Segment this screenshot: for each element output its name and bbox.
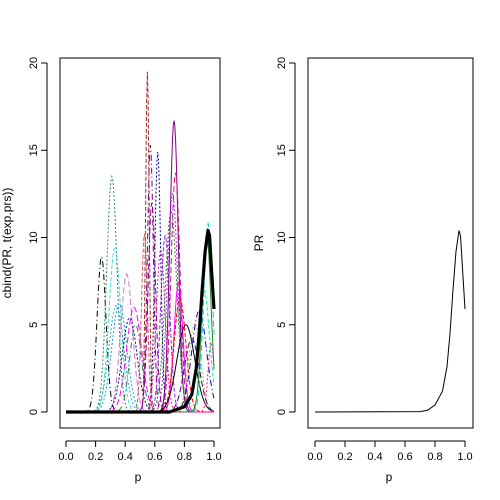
x-tick-label: 0.2 bbox=[337, 451, 352, 463]
series-line bbox=[66, 71, 214, 413]
series-line bbox=[66, 221, 215, 413]
series-line bbox=[66, 210, 214, 413]
right-y-label: PR bbox=[252, 234, 266, 251]
x-tick-label: 0.0 bbox=[307, 451, 322, 463]
x-tick-label: 0.6 bbox=[397, 451, 412, 463]
x-tick-label: 0.8 bbox=[177, 451, 192, 463]
left-curves bbox=[66, 71, 216, 414]
right-curves bbox=[314, 230, 466, 413]
right-y-axis: 0 5 10 15 20 bbox=[276, 57, 296, 415]
y-tick-label: 0 bbox=[276, 409, 288, 415]
series-line bbox=[314, 230, 466, 413]
series-line bbox=[66, 144, 214, 413]
series-line bbox=[66, 151, 214, 413]
right-panel: 0.0 0.2 0.4 0.6 0.8 1.0 0 5 10 15 20 p PR bbox=[252, 57, 474, 484]
x-tick-label: 1.0 bbox=[457, 451, 472, 463]
x-tick-label: 0.0 bbox=[58, 451, 73, 463]
x-tick-label: 0.2 bbox=[88, 451, 103, 463]
left-y-label: cbind(PR, t(exp.prs)) bbox=[0, 188, 14, 299]
y-tick-label: 15 bbox=[28, 144, 40, 156]
x-tick-label: 0.8 bbox=[427, 451, 442, 463]
x-tick-label: 0.4 bbox=[118, 451, 133, 463]
y-tick-label: 5 bbox=[28, 322, 40, 328]
right-x-label: p bbox=[386, 470, 393, 484]
y-tick-label: 15 bbox=[276, 144, 288, 156]
right-x-axis: 0.0 0.2 0.4 0.6 0.8 1.0 bbox=[307, 440, 473, 463]
y-tick-label: 10 bbox=[28, 231, 40, 243]
left-panel: 0.0 0.2 0.4 0.6 0.8 1.0 0 5 10 15 20 p cbind(PR, … bbox=[0, 57, 222, 484]
x-tick-label: 1.0 bbox=[206, 451, 221, 463]
series-line bbox=[66, 120, 214, 413]
y-tick-label: 5 bbox=[276, 322, 288, 328]
series-line bbox=[66, 174, 214, 413]
y-tick-label: 10 bbox=[276, 231, 288, 243]
left-y-axis: 0 5 10 15 20 bbox=[28, 57, 48, 415]
y-tick-label: 20 bbox=[28, 57, 40, 69]
bold-series-line bbox=[66, 228, 216, 414]
y-tick-label: 0 bbox=[28, 409, 40, 415]
left-plot-frame bbox=[59, 57, 221, 429]
left-x-label: p bbox=[135, 470, 142, 484]
left-x-axis: 0.0 0.2 0.4 0.6 0.8 1.0 bbox=[58, 440, 222, 463]
series-line bbox=[66, 306, 214, 413]
series-line bbox=[66, 202, 214, 413]
x-tick-label: 0.4 bbox=[367, 451, 382, 463]
y-tick-label: 20 bbox=[276, 57, 288, 69]
x-tick-label: 0.6 bbox=[147, 451, 162, 463]
right-plot-frame bbox=[307, 57, 474, 429]
series-line bbox=[66, 172, 214, 413]
